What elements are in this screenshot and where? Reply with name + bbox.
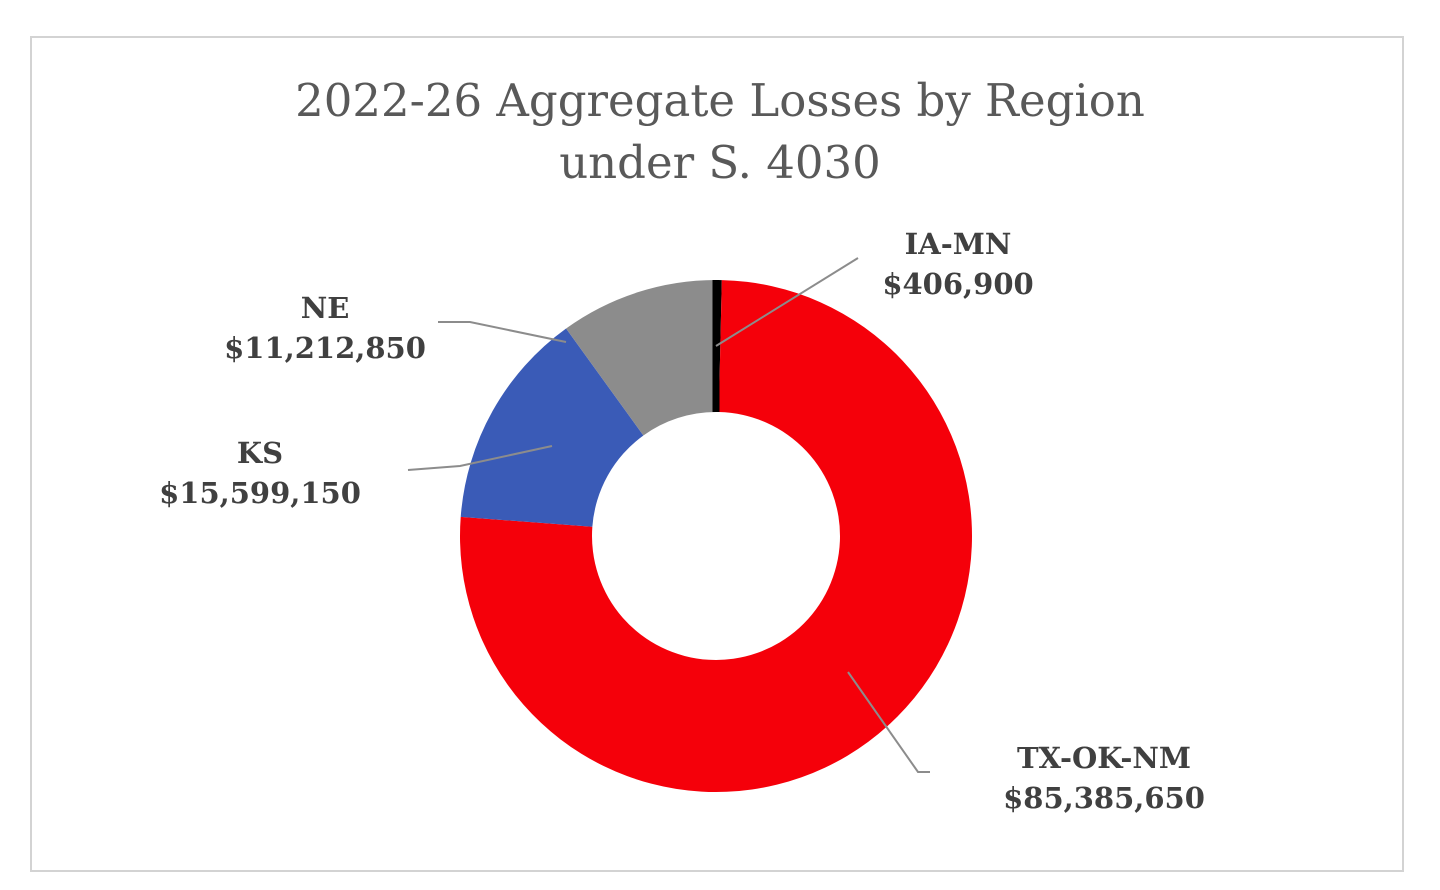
slice-label-ne: NE bbox=[301, 291, 350, 325]
slice-value-ks: $15,599,150 bbox=[159, 476, 361, 510]
slice-value-ia-mn: $406,900 bbox=[882, 267, 1033, 301]
donut-slice-tx-ok-nm bbox=[459, 280, 972, 792]
leader-line-tx-ok-nm bbox=[847, 671, 930, 773]
chart-title-line-2: under S. 4030 bbox=[559, 136, 881, 189]
slice-value-tx-ok-nm: $85,385,650 bbox=[1003, 781, 1205, 815]
slice-label-ia-mn: IA-MN bbox=[905, 227, 1012, 261]
slice-value-ne: $11,212,850 bbox=[224, 331, 426, 365]
donut-slice-ks bbox=[460, 328, 644, 527]
leader-line-ks bbox=[407, 445, 553, 471]
donut-slice-ne bbox=[566, 280, 716, 436]
slice-label-ks: KS bbox=[237, 436, 283, 470]
leader-line-ne bbox=[438, 321, 567, 343]
chart-title-line-1: 2022-26 Aggregate Losses by Region bbox=[295, 74, 1145, 127]
chart-title: 2022-26 Aggregate Losses by Region under… bbox=[0, 70, 1440, 194]
leader-line-ia-mn bbox=[715, 257, 859, 347]
slice-label-tx-ok-nm: TX-OK-NM bbox=[1017, 741, 1191, 775]
